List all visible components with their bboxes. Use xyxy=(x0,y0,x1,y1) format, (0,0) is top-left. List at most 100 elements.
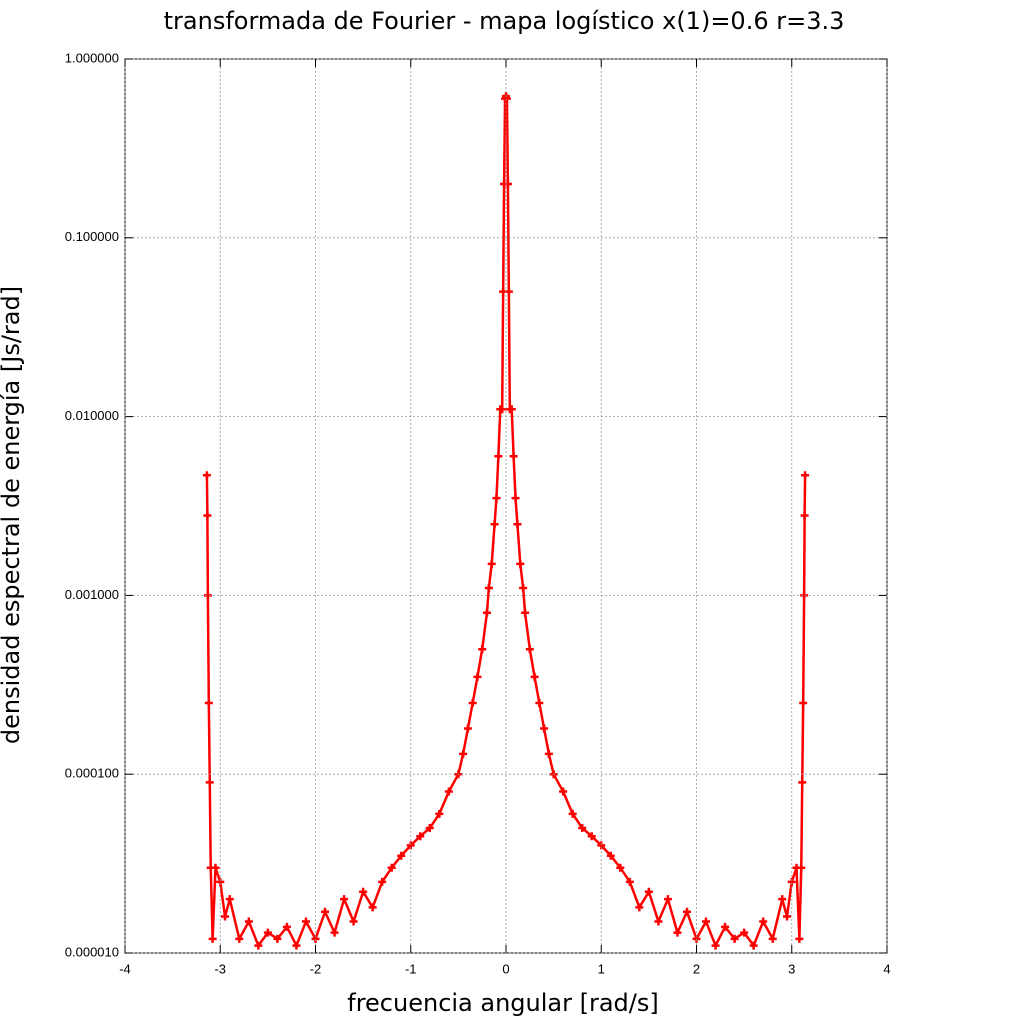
point-marker xyxy=(435,809,444,818)
point-marker xyxy=(625,877,634,886)
point-marker xyxy=(503,179,512,188)
point-marker xyxy=(425,824,434,833)
y-tick-label: 0.000100 xyxy=(65,766,119,781)
point-marker xyxy=(782,912,791,921)
point-marker xyxy=(244,917,253,926)
point-marker xyxy=(507,405,516,414)
point-marker xyxy=(606,851,615,860)
point-marker xyxy=(544,749,553,758)
point-marker xyxy=(225,895,234,904)
point-marker xyxy=(273,934,282,943)
point-marker xyxy=(468,699,477,708)
point-marker xyxy=(587,832,596,841)
point-marker xyxy=(368,903,377,912)
point-marker xyxy=(721,922,730,931)
x-tick-label: -3 xyxy=(214,961,226,976)
x-tick-label: -1 xyxy=(405,961,417,976)
point-marker xyxy=(208,934,217,943)
point-marker xyxy=(321,907,330,916)
point-marker xyxy=(578,824,587,833)
y-tick-label: 0.001000 xyxy=(65,587,119,602)
point-marker xyxy=(530,672,539,681)
point-marker xyxy=(673,928,682,937)
x-tick-label: 0 xyxy=(502,961,509,976)
point-marker xyxy=(487,559,496,568)
point-marker xyxy=(654,917,663,926)
point-marker xyxy=(494,452,503,461)
point-marker xyxy=(203,511,212,520)
point-marker xyxy=(502,94,511,103)
point-marker xyxy=(482,608,491,617)
y-tick-label: 0.100000 xyxy=(65,229,119,244)
point-marker xyxy=(568,809,577,818)
point-marker xyxy=(498,405,507,414)
point-marker xyxy=(511,494,520,503)
point-marker xyxy=(759,917,768,926)
point-marker xyxy=(444,787,453,796)
point-marker xyxy=(768,934,777,943)
point-marker xyxy=(202,471,211,480)
point-marker xyxy=(378,877,387,886)
point-marker xyxy=(330,928,339,937)
point-marker xyxy=(473,672,482,681)
point-marker xyxy=(516,559,525,568)
point-marker xyxy=(682,907,691,916)
point-marker xyxy=(484,583,493,592)
point-marker xyxy=(416,832,425,841)
point-marker xyxy=(292,941,301,950)
x-tick-label: -4 xyxy=(119,961,131,976)
point-marker xyxy=(221,912,230,921)
y-tick-label: 0.000010 xyxy=(65,944,119,959)
point-marker xyxy=(795,934,804,943)
point-marker xyxy=(799,699,808,708)
point-marker xyxy=(349,917,358,926)
point-marker xyxy=(797,863,806,872)
point-marker xyxy=(635,903,644,912)
point-marker xyxy=(800,511,809,520)
point-marker xyxy=(204,699,213,708)
y-tick-label: 0.010000 xyxy=(65,408,119,423)
point-marker xyxy=(359,887,368,896)
plot-frame xyxy=(124,58,888,954)
point-marker xyxy=(492,494,501,503)
point-marker xyxy=(459,749,468,758)
x-tick-label: 4 xyxy=(883,961,890,976)
point-marker xyxy=(509,452,518,461)
point-marker xyxy=(521,608,530,617)
x-tick-label: -2 xyxy=(310,961,322,976)
point-marker xyxy=(663,895,672,904)
point-marker xyxy=(211,863,220,872)
point-marker xyxy=(235,934,244,943)
point-marker xyxy=(559,787,568,796)
point-marker xyxy=(387,863,396,872)
point-marker xyxy=(702,917,711,926)
x-tick-label: 2 xyxy=(693,961,700,976)
point-marker xyxy=(397,851,406,860)
x-tick-label: 1 xyxy=(598,961,605,976)
point-marker xyxy=(740,928,749,937)
point-marker xyxy=(730,934,739,943)
point-marker xyxy=(513,520,522,529)
point-marker xyxy=(301,917,310,926)
point-marker xyxy=(525,645,534,654)
y-tick-label: 1.000000 xyxy=(65,50,119,65)
point-marker xyxy=(644,887,653,896)
chart-title: transformada de Fourier - mapa logístico… xyxy=(164,7,845,35)
x-tick-label: 3 xyxy=(788,961,795,976)
point-marker xyxy=(478,645,487,654)
point-marker xyxy=(616,863,625,872)
point-marker xyxy=(282,922,291,931)
point-marker xyxy=(711,941,720,950)
point-marker xyxy=(263,928,272,937)
point-marker xyxy=(749,941,758,950)
point-marker xyxy=(535,699,544,708)
point-marker xyxy=(463,724,472,733)
point-marker xyxy=(778,895,787,904)
point-marker xyxy=(798,778,807,787)
point-marker xyxy=(519,583,528,592)
point-marker xyxy=(540,724,549,733)
y-axis-label: densidad espectral de energía [Js/rad] xyxy=(0,286,25,744)
point-marker xyxy=(340,895,349,904)
point-marker xyxy=(801,471,810,480)
